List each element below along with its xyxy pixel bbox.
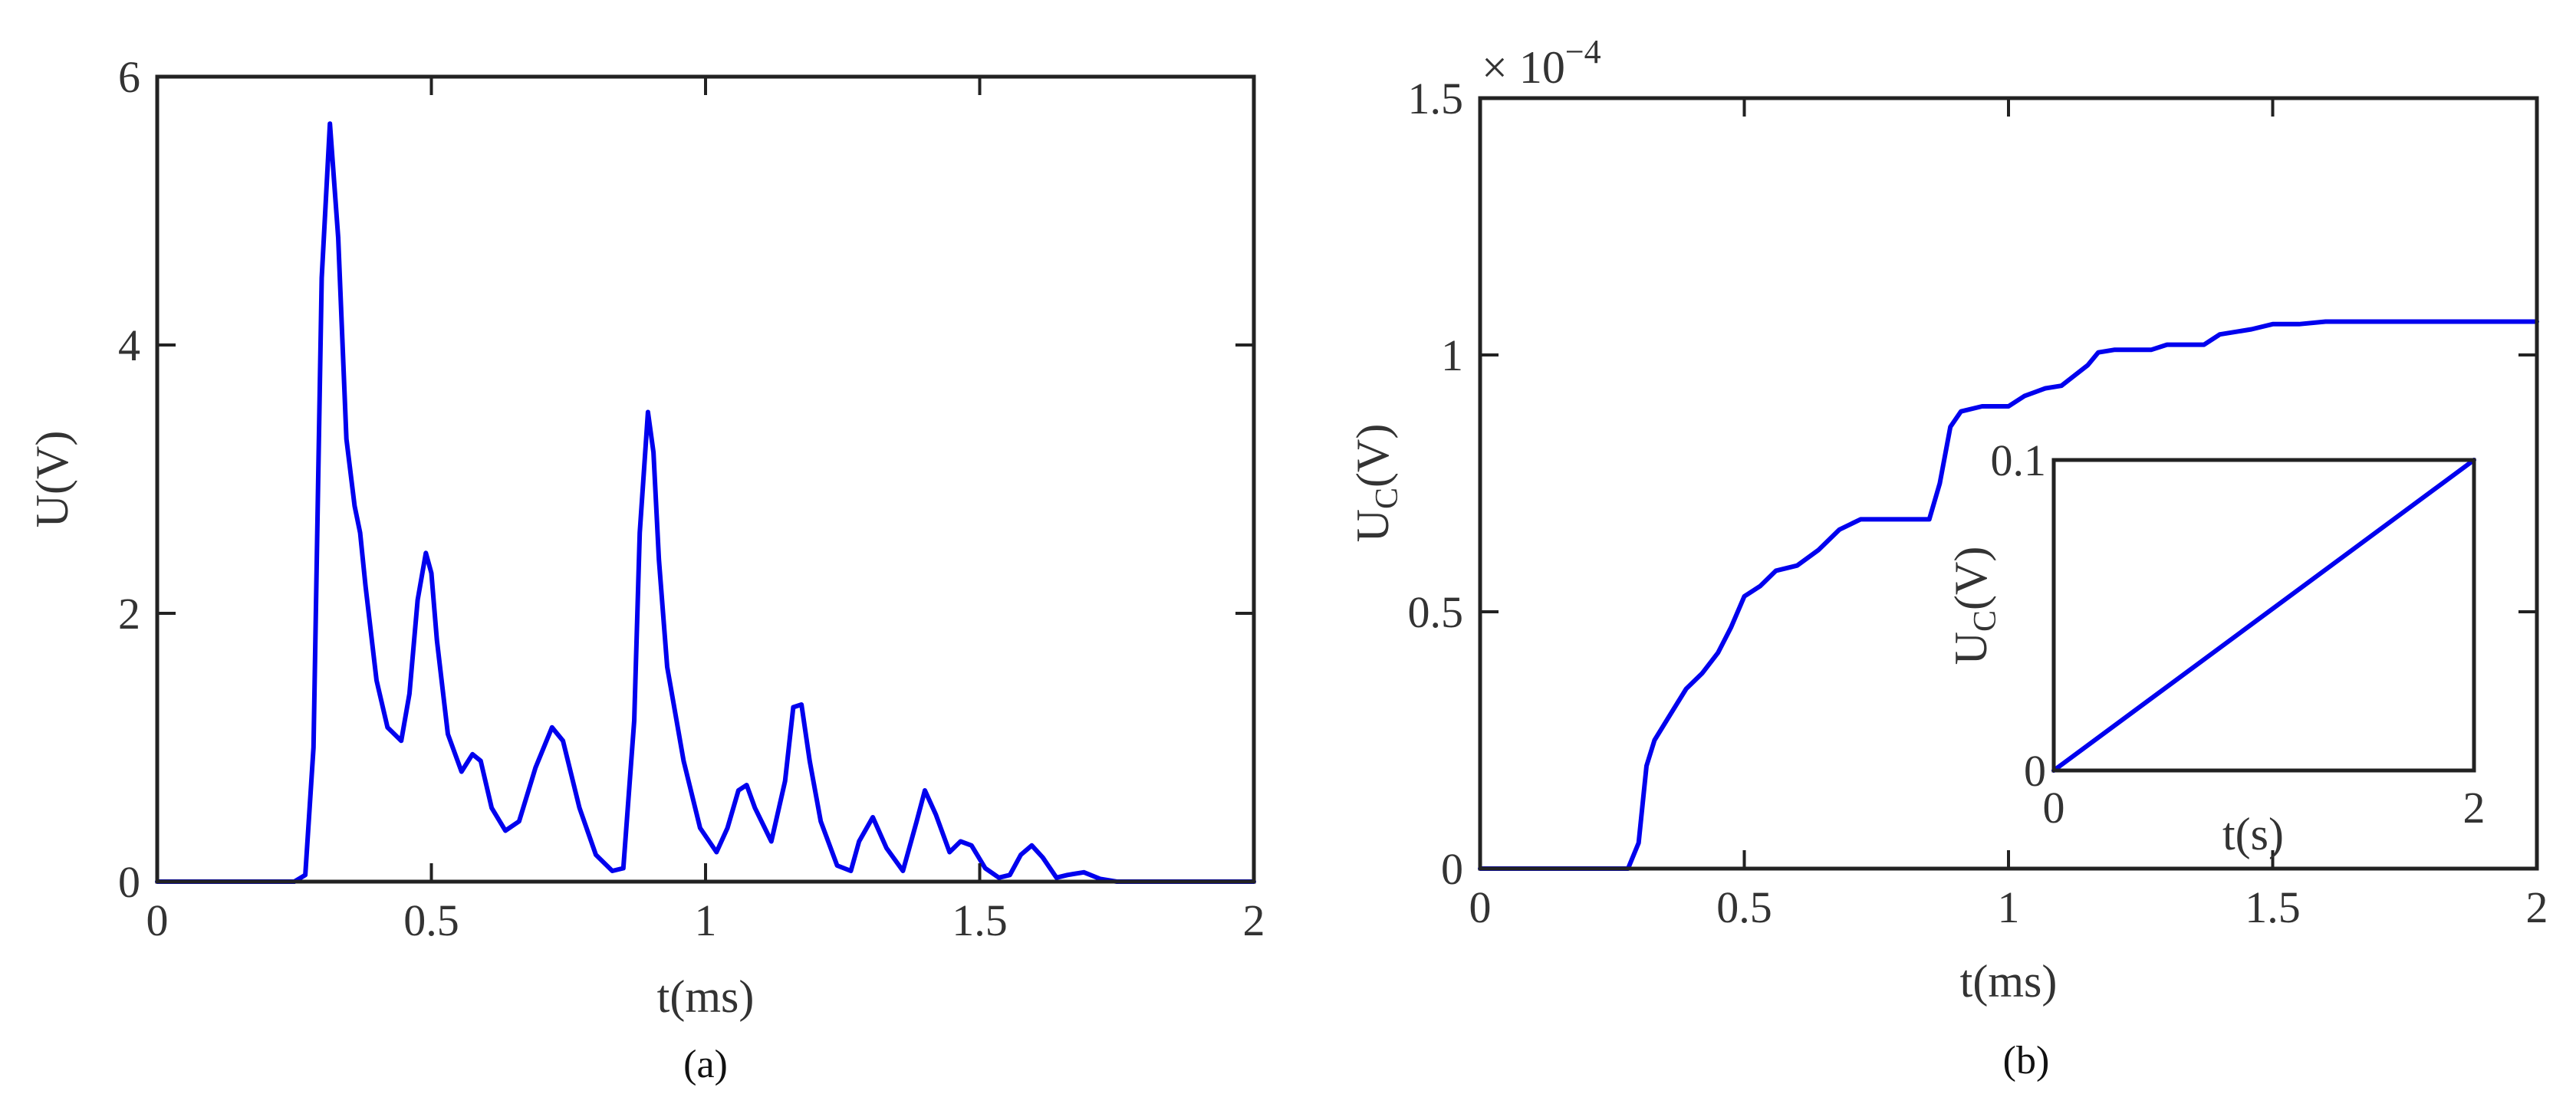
panel-a-x-tick-label: 0.5 [403,895,459,945]
panel-a-caption: (a) [683,1043,728,1086]
panel-b-inset-x-axis-label: t(s) [2222,809,2284,859]
panel-b-inset-series-line-0 [2051,458,2476,773]
panel-a-x-tick-label: 0 [146,895,169,945]
panel-a-x-tick-label: 2 [1243,895,1265,945]
panel-a-y-tick-label: 2 [118,589,140,639]
panel-b-series-line-0 [1478,319,2539,871]
panel-a-x-tick-label: 1 [695,895,717,945]
panel-b-inset-y-tick-label: 0 [2024,746,2046,796]
panel-b-inset-x-tick-label: 0 [2043,783,2065,833]
panel-a-plot-marks [155,121,1256,884]
panel-b-y-multiplier: × 10−4 [1482,33,1601,93]
panel-b-inset-chart: 0 2 0 0.1 t(s) UC(V) [1946,435,2486,859]
panel-b-y-axis-label: UC(V) [1347,424,1405,543]
panel-a-y-tick-label: 0 [118,857,140,907]
chart-panel-a: 0 0.5 1 1.5 2 0 2 4 6 t(ms) U(V) (a) [27,52,1265,1086]
panel-b-inset-y-axis-label-suffix: (V) [1946,547,1996,610]
panel-b-inset-plot-frame [2051,458,2476,773]
panel-b-inset-x-tick-label: 2 [2463,783,2486,833]
panel-a-plot-frame [155,74,1256,884]
panel-b-inset-y-axis-label-main: U [1946,632,1996,665]
panel-b-caption: (b) [2003,1039,2050,1083]
panel-b-y-axis-label-suffix: (V) [1347,424,1398,488]
panel-a-x-tick-label: 1.5 [952,895,1008,945]
panel-b-y-tick-label: 0.5 [1408,587,1464,637]
panel-b-inset-y-axis-label-sub: C [1968,610,2003,632]
panel-b-x-tick-label: 2 [2526,882,2548,932]
panel-b-ticks: 0 0.5 1 1.5 2 0 0.5 1 1.5 [1408,74,2548,932]
chart-panel-b: 0 0.5 1 1.5 200.511.5 × 10−4 t(ms) UC(V) (b)… [1347,33,2548,1083]
panel-b-x-tick-label: 0 [1469,882,1492,932]
panel-b-y-axis-label-main: U [1347,509,1398,542]
panel-b-inset-ticks: 0 2 0 0.1 [1991,435,2486,833]
panel-b-x-axis-label: t(ms) [1960,956,2058,1007]
panel-a-y-axis-label: U(V) [27,431,77,528]
panel-b-y-tick-label: 0 [1441,844,1463,894]
panel-b-x-tick-label: 0.5 [1716,882,1772,932]
panel-a-y-tick-label: 6 [118,52,140,102]
panel-b-y-multiplier-base: × 10 [1482,42,1565,93]
panel-b-x-tick-label: 1 [1998,882,2020,932]
panel-b-y-tick-label: 1 [1441,330,1463,380]
panel-b-x-tick-label: 1.5 [2245,882,2301,932]
panel-a-series-line-0 [155,121,1256,884]
panel-b-y-tick-label: 1.5 [1408,74,1464,123]
panel-b-y-multiplier-exponent: −4 [1565,33,1601,71]
panel-a-ticks: 0 0.5 1 1.5 2 0 2 4 6 [118,52,1265,945]
panel-a-y-tick-label: 4 [118,320,140,370]
panel-b-plot-marks [1478,319,2539,871]
panel-b-y-axis-label-sub: C [1370,488,1405,509]
panel-b-inset-plot-marks [2051,458,2476,773]
panel-b-inset-y-axis-label: UC(V) [1946,547,2003,665]
panel-a-x-axis-label: t(ms) [657,971,755,1022]
panel-b-inset-y-tick-label: 0.1 [1991,435,2047,485]
